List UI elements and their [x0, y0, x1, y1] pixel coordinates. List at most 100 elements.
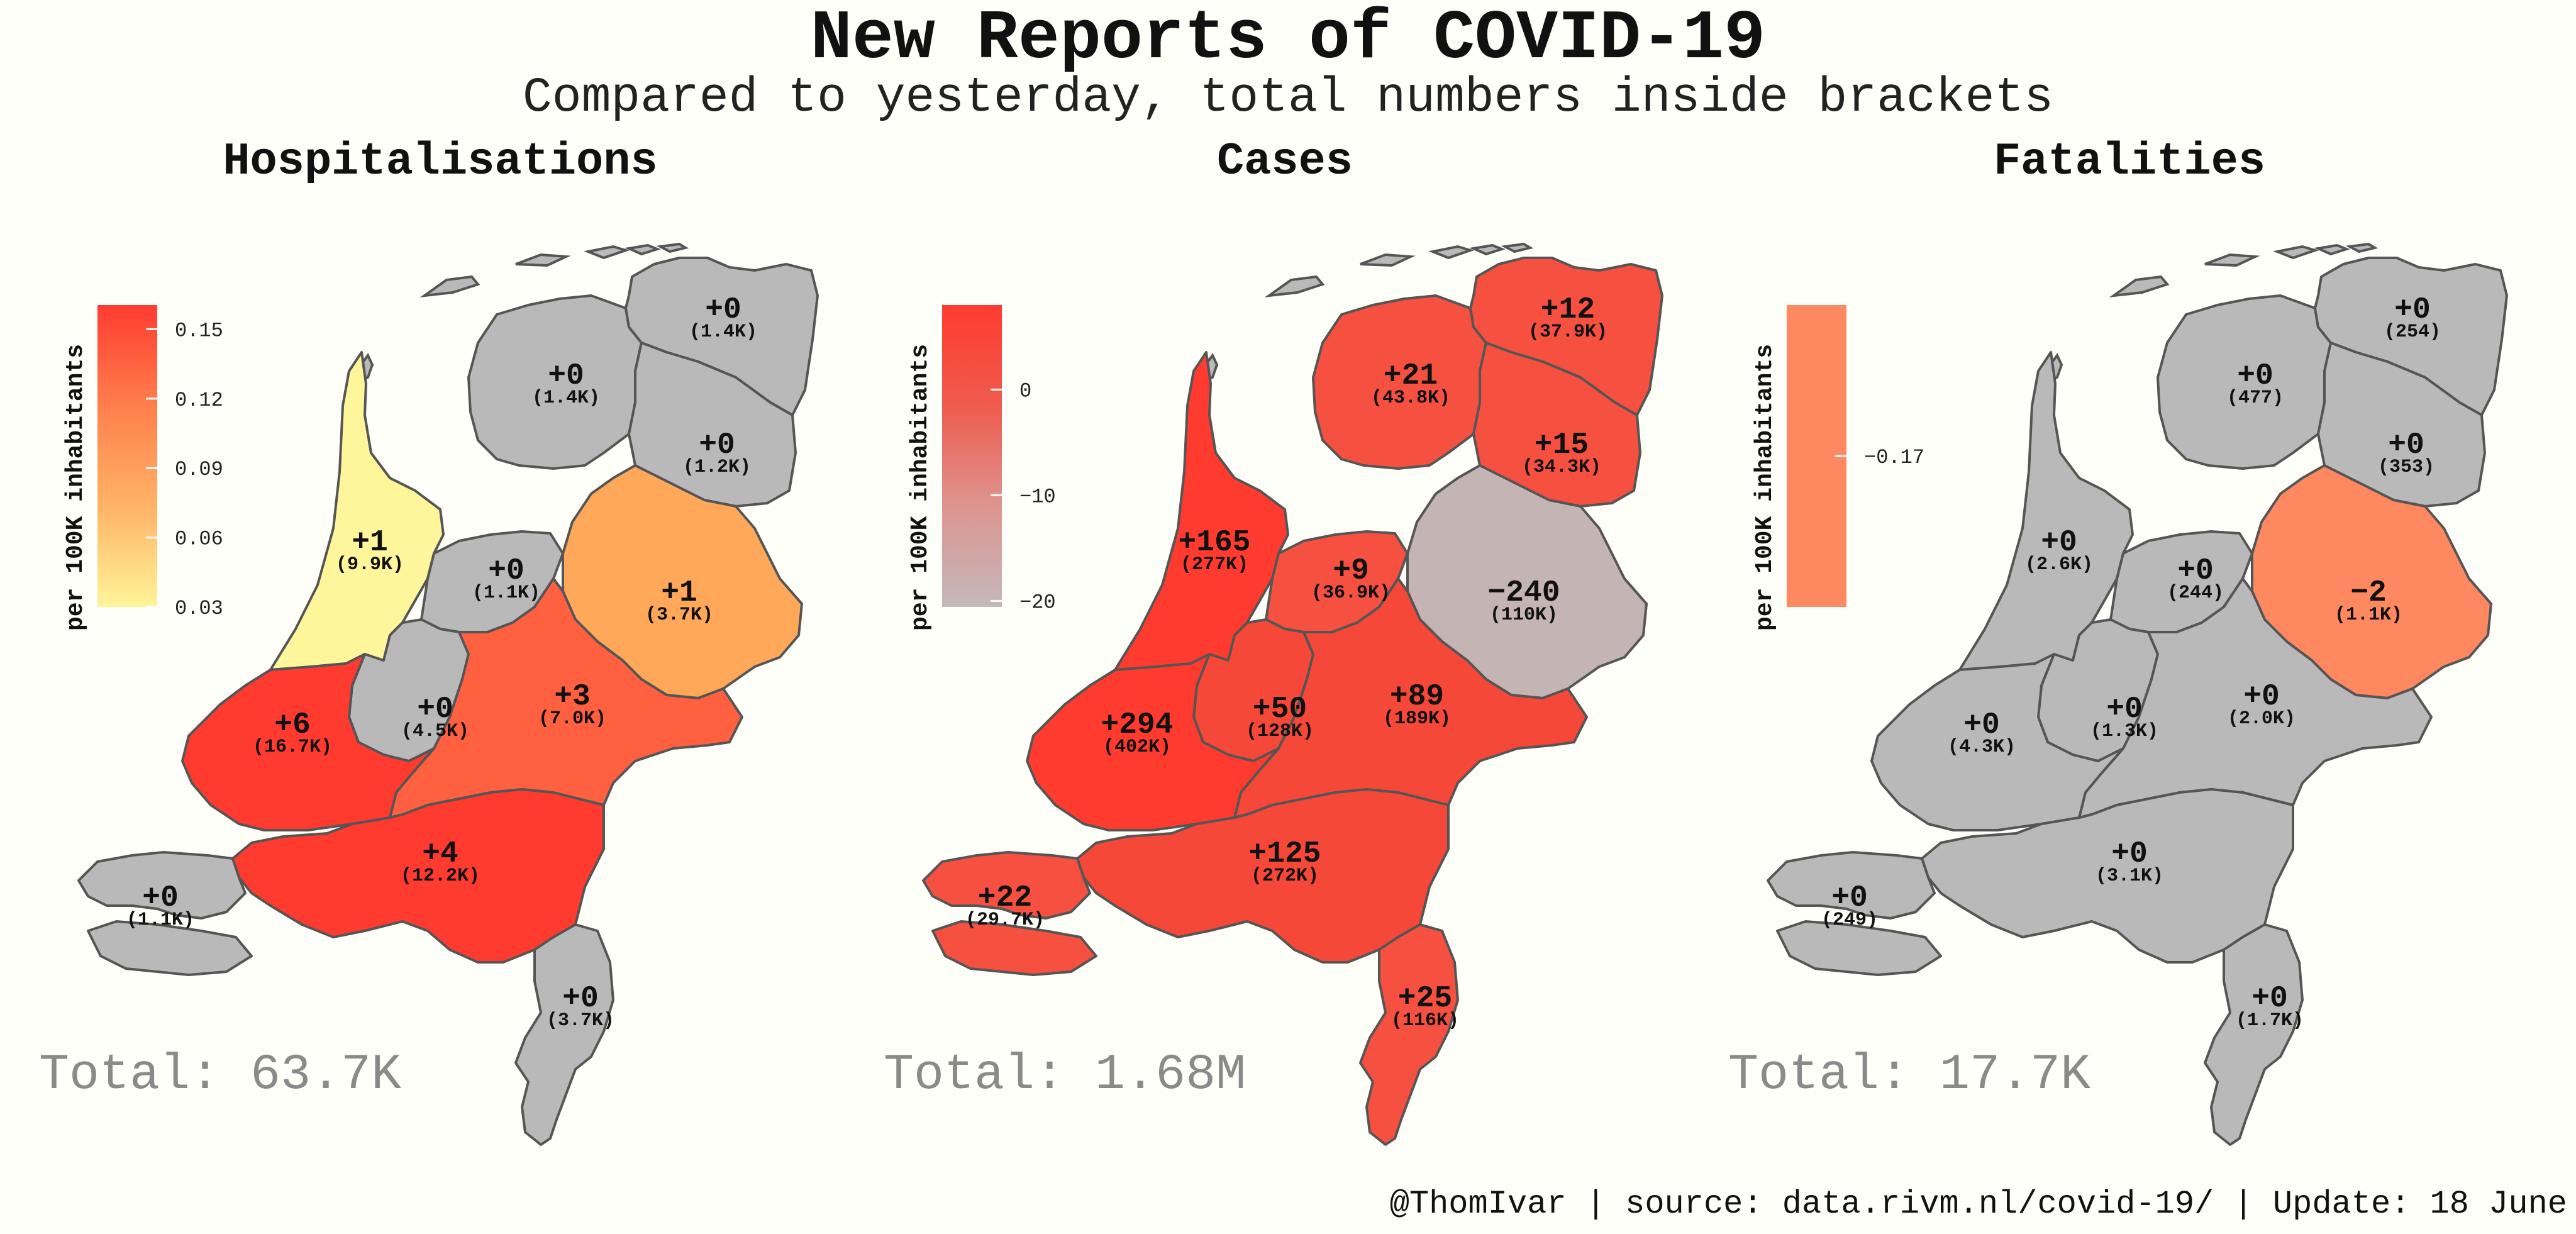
island-shape [2345, 242, 2379, 253]
label-total-friesland: (1.4K) [532, 387, 600, 409]
label-delta-overijssel: −2 [2350, 576, 2387, 610]
island-shape [2314, 243, 2350, 256]
province-zeeland [922, 851, 1097, 976]
label-delta-zeeland: +0 [142, 881, 179, 915]
province-noord-brabant [231, 788, 605, 964]
legend-colorbar [97, 305, 157, 607]
label-delta-overijssel: +1 [661, 576, 697, 610]
island-shape [2109, 275, 2170, 297]
label-total-overijssel: (1.1K) [2334, 604, 2402, 626]
label-total-drenthe: (353) [2378, 457, 2434, 478]
island-shape [419, 275, 480, 297]
label-total-noord-brabant: (12.2K) [401, 865, 480, 887]
label-delta-noord-brabant: +4 [422, 837, 458, 871]
label-total-drenthe: (1.2K) [683, 457, 751, 478]
label-total-gelderland: (2.0K) [2228, 708, 2296, 730]
label-total-utrecht: (128K) [1246, 721, 1314, 742]
island-shape [1469, 243, 1506, 256]
island-shape [1501, 242, 1534, 253]
label-delta-friesland: +0 [2237, 359, 2273, 393]
island-shape [515, 253, 571, 267]
label-total-utrecht: (1.3K) [2090, 721, 2158, 742]
label-delta-drenthe: +0 [699, 428, 735, 462]
label-total-friesland: (43.8K) [1371, 387, 1450, 409]
island-shape [1428, 245, 1475, 260]
island-shape [2273, 245, 2319, 260]
legend-tick-label: 0.03 [175, 597, 223, 620]
label-total-overijssel: (110K) [1490, 604, 1558, 626]
legend-tick-label: −10 [1019, 485, 1056, 508]
label-total-limburg: (1.7K) [2236, 1010, 2304, 1031]
source-footer: @ThomIvar | source: data.rivm.nl/covid-1… [1389, 1186, 2567, 1223]
label-total-zeeland: (249) [1821, 909, 1878, 931]
label-delta-zuid-holland: +0 [1963, 708, 2000, 742]
label-total-groningen: (37.9K) [1528, 321, 1607, 343]
label-total-gelderland: (189K) [1383, 708, 1451, 730]
legend-tick-label: 0 [1019, 379, 1031, 403]
figure-subtitle: Compared to yesterday, total numbers ins… [523, 70, 2053, 126]
panel-title: Hospitalisations [223, 136, 657, 187]
label-total-noord-holland: (277K) [1180, 554, 1248, 575]
label-delta-zeeland: +0 [1831, 881, 1868, 915]
label-delta-drenthe: +15 [1535, 428, 1589, 462]
label-total-zeeland: (29.7K) [965, 909, 1045, 931]
label-total-groningen: (254) [2384, 321, 2441, 343]
legend-tick-label: 0.06 [175, 528, 223, 551]
label-delta-zuid-holland: +6 [274, 708, 311, 742]
label-total-friesland: (477) [2227, 387, 2284, 409]
island-shape [2204, 253, 2260, 267]
island-shape [656, 242, 689, 253]
label-delta-limburg: +25 [1398, 982, 1452, 1016]
province-noord-brabant [1921, 788, 2294, 964]
label-delta-utrecht: +0 [417, 692, 453, 726]
label-delta-noord-holland: +165 [1178, 526, 1250, 560]
province-limburg [2204, 923, 2304, 1146]
label-delta-overijssel: −240 [1487, 576, 1560, 610]
island-shape [625, 243, 661, 256]
province-noord-holland [269, 351, 445, 671]
island-shape [1264, 275, 1325, 297]
province-zeeland [77, 851, 253, 976]
legend-tick-label: 0.12 [175, 389, 223, 412]
label-delta-friesland: +21 [1384, 359, 1438, 393]
label-total-limburg: (116K) [1391, 1010, 1459, 1031]
label-delta-zeeland: +22 [978, 881, 1032, 915]
label-total-groningen: (1.4K) [689, 321, 757, 343]
label-total-flevoland: (36.9K) [1311, 582, 1391, 604]
label-total-drenthe: (34.3K) [1522, 457, 1601, 478]
province-zuid-holland [181, 653, 435, 831]
label-delta-friesland: +0 [548, 359, 584, 393]
label-delta-gelderland: +3 [554, 680, 591, 714]
label-total-zuid-holland: (16.7K) [253, 737, 332, 758]
label-delta-groningen: +0 [2394, 293, 2431, 327]
label-total-noord-holland: (2.6K) [2025, 554, 2093, 575]
label-delta-noord-brabant: +0 [2111, 837, 2148, 871]
legend-tick-label: −0.17 [1864, 446, 1924, 469]
label-delta-flevoland: +9 [1333, 554, 1369, 588]
island-shape [584, 245, 630, 260]
label-delta-gelderland: +0 [2243, 680, 2280, 714]
label-delta-limburg: +0 [562, 982, 599, 1016]
label-delta-groningen: +0 [705, 293, 741, 327]
legend-axis-label: per 100K inhabitants [1752, 344, 1779, 631]
province-zuid-holland [1026, 653, 1280, 831]
label-total-noord-holland: (9.9K) [336, 554, 404, 575]
label-delta-utrecht: +0 [2106, 692, 2143, 726]
label-total-overijssel: (3.7K) [645, 604, 713, 626]
legend-tick-label: 0.09 [175, 458, 223, 481]
label-total-utrecht: (4.5K) [401, 721, 469, 742]
panel-grand-total: Total: 63.7K [39, 1047, 401, 1104]
label-delta-zuid-holland: +294 [1101, 708, 1173, 742]
label-total-limburg: (3.7K) [547, 1010, 614, 1031]
label-total-zuid-holland: (4.3K) [1948, 737, 2016, 758]
panel-grand-total: Total: 1.68M [884, 1047, 1246, 1104]
panel-title: Cases [1217, 136, 1353, 187]
province-noord-holland [1114, 351, 1289, 671]
map-panel-2: Fatalities+0(477)+0(254)+0(353)+0(2.6K) +… [1728, 136, 2508, 1146]
label-total-flevoland: (244) [2167, 582, 2224, 604]
province-limburg [1359, 923, 1459, 1146]
label-total-noord-brabant: (272K) [1251, 865, 1319, 887]
panel-title: Fatalities [1994, 136, 2265, 187]
label-delta-flevoland: +0 [2177, 554, 2214, 588]
